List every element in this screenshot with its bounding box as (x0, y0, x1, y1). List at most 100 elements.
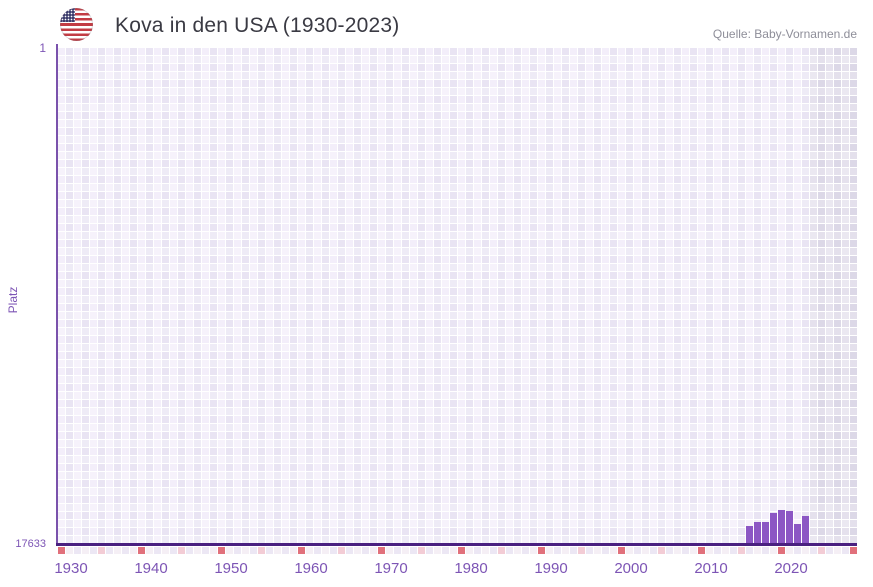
year-cell (521, 547, 529, 554)
x-axis-tick-label: 1980 (454, 560, 488, 577)
decade-mark (697, 547, 705, 554)
year-cell (361, 547, 369, 554)
year-cell (273, 547, 281, 554)
decade-mark (57, 547, 65, 554)
y-axis-title: Platz (6, 286, 20, 314)
year-cell (513, 547, 521, 554)
year-cell (729, 547, 737, 554)
year-cell (289, 547, 297, 554)
x-axis-tick-label: 1930 (54, 560, 88, 577)
source-attribution: Quelle: Baby-Vornamen.de (712, 27, 857, 41)
year-cell (673, 547, 681, 554)
year-cell (841, 547, 849, 554)
year-cell (561, 547, 569, 554)
bars-layer (57, 48, 857, 544)
year-cell (761, 547, 769, 554)
x-axis-tick-label: 1970 (374, 560, 408, 577)
y-axis-top-tick-label: 1 (39, 41, 46, 55)
decade-mark (537, 547, 545, 554)
year-cell (825, 547, 833, 554)
year-cell (769, 547, 777, 554)
year-cell (209, 547, 217, 554)
half-decade-mark (417, 547, 425, 554)
year-cell (481, 547, 489, 554)
x-axis-line (56, 543, 857, 546)
year-cell (145, 547, 153, 554)
year-cell (801, 547, 809, 554)
rank-bar (793, 523, 801, 544)
rank-bar (761, 522, 769, 544)
year-cell (185, 547, 193, 554)
year-cell (249, 547, 257, 554)
year-cell (265, 547, 273, 554)
x-axis-tick-label: 1960 (294, 560, 328, 577)
year-cell (489, 547, 497, 554)
half-decade-mark (657, 547, 665, 554)
year-cell (281, 547, 289, 554)
half-decade-mark (577, 547, 585, 554)
year-cell (689, 547, 697, 554)
year-cell (793, 547, 801, 554)
x-axis-tick-label: 1940 (134, 560, 168, 577)
year-cell (449, 547, 457, 554)
year-cell (753, 547, 761, 554)
decade-mark (457, 547, 465, 554)
year-cell (153, 547, 161, 554)
rank-bar (777, 510, 785, 544)
x-axis-tick-label: 2020 (774, 560, 808, 577)
half-decade-mark (177, 547, 185, 554)
x-axis-labels: 1930 1940 1950 1960 1970 1980 1990 2000 2010 2020 (54, 560, 857, 582)
year-cell (441, 547, 449, 554)
year-cell (73, 547, 81, 554)
year-cell (809, 547, 817, 554)
half-decade-mark (337, 547, 345, 554)
decade-mark (297, 547, 305, 554)
year-cell (745, 547, 753, 554)
year-cell (681, 547, 689, 554)
year-cell (505, 547, 513, 554)
year-cell (585, 547, 593, 554)
year-cell (473, 547, 481, 554)
usa-flag-icon (60, 8, 93, 41)
decade-mark (137, 547, 145, 554)
year-cell (633, 547, 641, 554)
year-cell (225, 547, 233, 554)
year-cell (409, 547, 417, 554)
half-decade-mark (497, 547, 505, 554)
year-cell (609, 547, 617, 554)
year-cell (721, 547, 729, 554)
year-cell (649, 547, 657, 554)
year-cell (465, 547, 473, 554)
no-data-region (809, 48, 857, 544)
year-cell (129, 547, 137, 554)
year-cell (161, 547, 169, 554)
year-cell (241, 547, 249, 554)
decade-mark (377, 547, 385, 554)
x-axis-tick-label: 1990 (534, 560, 568, 577)
y-axis-line (56, 44, 58, 546)
rank-bar (753, 522, 761, 544)
rank-bar (801, 516, 809, 544)
half-decade-mark (97, 547, 105, 554)
year-cell (193, 547, 201, 554)
year-cell (305, 547, 313, 554)
year-cell (553, 547, 561, 554)
year-cell (233, 547, 241, 554)
year-cell (425, 547, 433, 554)
plot-area (57, 48, 857, 544)
y-axis-bottom-tick-label: 17633 (15, 538, 46, 550)
year-cell (81, 547, 89, 554)
rank-bar (785, 511, 793, 544)
year-cell (169, 547, 177, 554)
year-cell (353, 547, 361, 554)
flag-canton (60, 8, 75, 22)
year-cell (105, 547, 113, 554)
year-cell (713, 547, 721, 554)
year-cell (625, 547, 633, 554)
year-cell (785, 547, 793, 554)
year-cell (321, 547, 329, 554)
rank-bar (745, 525, 753, 544)
decade-mark (617, 547, 625, 554)
rank-bar (769, 513, 777, 544)
